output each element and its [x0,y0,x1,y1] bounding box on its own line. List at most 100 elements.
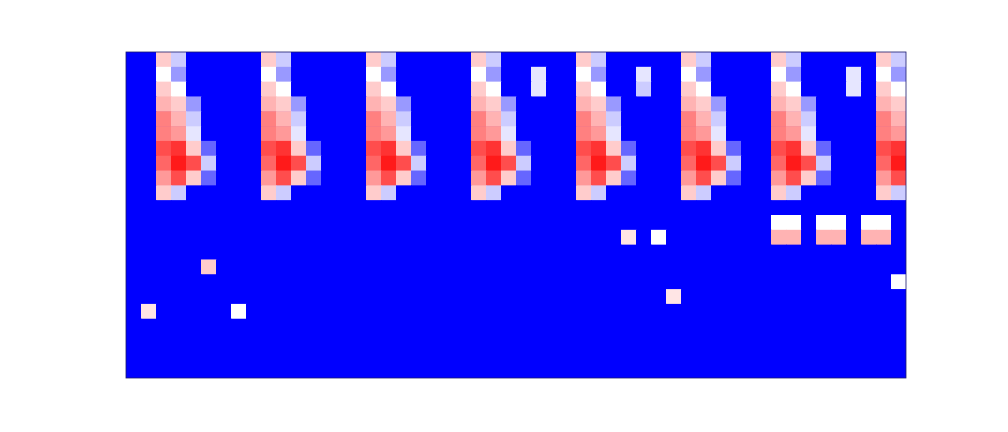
heatmap-cell [156,289,172,304]
heatmap-cell [366,348,382,363]
heatmap-cell [441,348,457,363]
heatmap-cell [846,230,862,245]
heatmap-cell [381,334,397,349]
heatmap-cell [321,171,337,186]
heatmap-cell [666,96,682,111]
heatmap-cell [621,363,637,378]
heatmap-cell [651,215,667,230]
heatmap-cell [846,348,862,363]
heatmap-cell [471,245,487,260]
heatmap-cell [201,245,217,260]
heatmap-cell [411,289,427,304]
heatmap-cell [816,82,832,97]
heatmap-cell [321,52,337,67]
heatmap-cell [321,319,337,334]
heatmap-cell [756,348,772,363]
heatmap-cell [771,126,787,141]
heatmap-cell [411,96,427,111]
heatmap-cell [711,200,727,215]
heatmap-cell [426,259,442,274]
heatmap-cell [591,334,607,349]
heatmap-cell [201,200,217,215]
heatmap-cell [276,348,292,363]
heatmap-cell [846,289,862,304]
heatmap-cell [786,67,802,82]
heatmap-cell [876,52,892,67]
heatmap-cell [171,245,187,260]
heatmap-cell [756,185,772,200]
heatmap-cell [381,274,397,289]
heatmap-cell [156,156,172,171]
heatmap-cell [366,245,382,260]
heatmap-cell [276,304,292,319]
heatmap-cell [141,230,157,245]
heatmap-cell [741,96,757,111]
heatmap-cell [171,304,187,319]
heatmap-cell [696,334,712,349]
heatmap-cell [891,171,906,186]
heatmap-cell [261,319,277,334]
heatmap-cell [441,334,457,349]
heatmap-cell [306,289,322,304]
heatmap-cell [756,82,772,97]
heatmap-cell [291,67,307,82]
heatmap-cell [291,348,307,363]
heatmap-cell [411,245,427,260]
heatmap-cell [726,274,742,289]
heatmap-cell [396,215,412,230]
heatmap-cell [246,215,262,230]
heatmap-cell [246,230,262,245]
heatmap-cell [636,126,652,141]
heatmap-cell [411,230,427,245]
heatmap-cell [336,156,352,171]
heatmap-cell [861,171,877,186]
heatmap-cell [771,259,787,274]
heatmap-cell [441,200,457,215]
heatmap-cell [261,200,277,215]
heatmap-cell [276,259,292,274]
heatmap-cell [246,111,262,126]
heatmap-cell [861,259,877,274]
heatmap-cell [126,348,142,363]
heatmap-cell [561,215,577,230]
heatmap-cell [741,141,757,156]
heatmap-cell [156,304,172,319]
heatmap-cell [786,245,802,260]
heatmap-cell [786,96,802,111]
heatmap-cell [396,141,412,156]
heatmap-cell [201,215,217,230]
heatmap-cell [501,126,517,141]
heatmap-cell [276,126,292,141]
heatmap-cell [186,200,202,215]
heatmap-cell [606,67,622,82]
heatmap-cell [261,185,277,200]
heatmap-cell [216,259,232,274]
heatmap-cell [216,230,232,245]
heatmap-cell [846,82,862,97]
heatmap-cell [276,334,292,349]
heatmap-cell [351,200,367,215]
heatmap-cell [471,67,487,82]
heatmap-cell [891,200,906,215]
heatmap-cell [651,141,667,156]
heatmap-cell [666,171,682,186]
heatmap-cell [681,348,697,363]
heatmap-cell [606,96,622,111]
heatmap-cell [231,230,247,245]
heatmap-cell [126,230,142,245]
heatmap-cell [366,200,382,215]
heatmap-cell [771,274,787,289]
heatmap-cell [501,334,517,349]
heatmap-cell [531,319,547,334]
heatmap-cell [351,141,367,156]
heatmap-cell [816,319,832,334]
heatmap-cell [321,82,337,97]
heatmap-cell [561,274,577,289]
heatmap-cell [816,348,832,363]
heatmap-cell [561,259,577,274]
heatmap-cell [486,82,502,97]
heatmap-cell [546,52,562,67]
heatmap-cell [126,156,142,171]
heatmap-cell [576,96,592,111]
heatmap-cell [546,141,562,156]
